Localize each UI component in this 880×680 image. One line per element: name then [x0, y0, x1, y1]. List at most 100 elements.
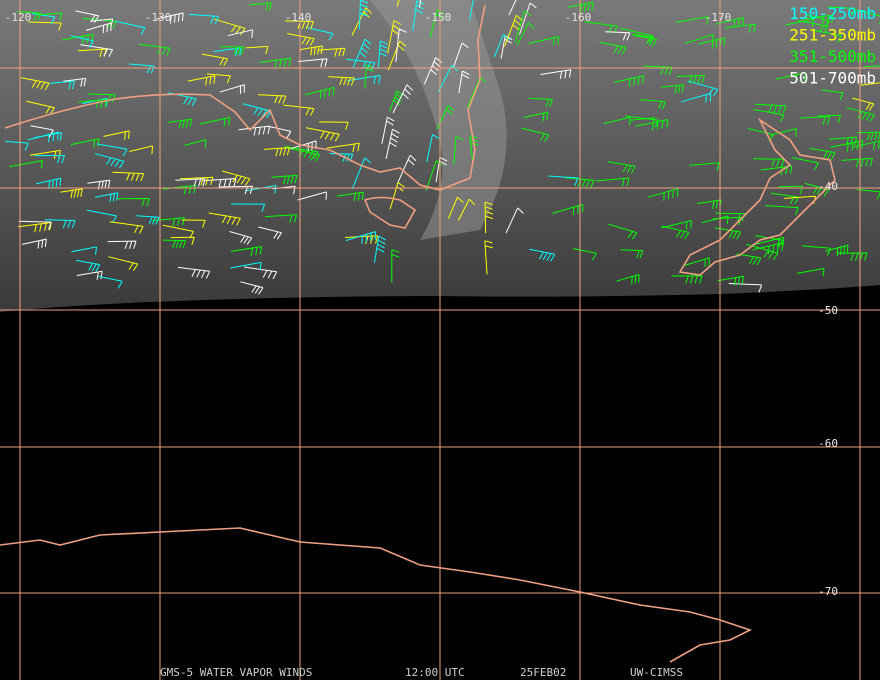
wind-barb — [5, 140, 29, 151]
wind-barb — [647, 188, 679, 201]
wind-barb — [201, 53, 229, 66]
footer-text: 25FEB02 — [520, 666, 566, 679]
wind-barb — [346, 58, 376, 71]
wind-barb — [552, 203, 584, 216]
wind-barb — [395, 28, 407, 62]
longitude-label: -120 — [5, 11, 32, 24]
wind-barb — [540, 69, 572, 80]
wind-barb — [426, 134, 440, 163]
wind-barb — [20, 77, 50, 91]
wind-barb — [504, 15, 523, 47]
wind-barb — [267, 125, 292, 139]
wind-barb — [188, 13, 219, 24]
wind-barb — [484, 201, 494, 234]
australia-coast — [4, 4, 486, 191]
wind-barb — [35, 177, 62, 189]
wind-barb — [500, 35, 513, 59]
wind-barb — [521, 127, 550, 142]
wind-barb — [769, 128, 797, 137]
wind-barb — [329, 153, 354, 162]
wind-barb — [351, 157, 372, 190]
wind-barb — [469, 0, 474, 20]
wind-barb — [746, 243, 779, 260]
wind-barb — [70, 35, 94, 49]
wind-barb — [347, 74, 381, 85]
wind-barb — [836, 252, 868, 261]
wind-barb — [44, 219, 76, 229]
wind-barb — [752, 242, 784, 255]
wind-barb — [828, 136, 858, 146]
wind-barb — [286, 147, 321, 162]
wind-barb — [529, 248, 556, 262]
wind-barb — [214, 18, 246, 36]
wind-barb — [37, 12, 63, 21]
wind-barb — [187, 75, 216, 86]
wind-barb — [297, 191, 327, 201]
wind-barb — [299, 45, 323, 56]
wind-barb — [231, 203, 266, 212]
wind-barb — [682, 257, 710, 268]
wind-barb — [219, 84, 245, 94]
wind-barb — [635, 119, 669, 131]
wind-barb — [139, 43, 171, 56]
wind-barb — [230, 246, 263, 256]
wind-barb — [180, 176, 214, 186]
wind-barb — [817, 114, 842, 124]
latitude-label: -40 — [818, 180, 838, 193]
wind-barb — [358, 0, 369, 30]
wind-barb — [162, 239, 187, 249]
wind-barb — [377, 40, 388, 68]
wind-barb — [457, 198, 476, 221]
wind-barb — [469, 135, 479, 161]
wind-barb — [136, 215, 160, 225]
longitude-label: -170 — [705, 11, 732, 24]
wind-barb — [177, 266, 211, 279]
wind-barb — [229, 231, 253, 245]
wind-barb — [385, 128, 400, 160]
wind-barb — [259, 57, 292, 69]
wind-barb — [208, 212, 241, 226]
wind-barb — [70, 138, 100, 148]
wind-barb — [242, 103, 272, 119]
wind-barb — [283, 104, 315, 116]
wind-barb — [717, 275, 744, 286]
wind-barb — [620, 249, 644, 259]
wind-barb — [778, 185, 804, 194]
latitude-label: -70 — [818, 585, 838, 598]
wind-barb — [219, 46, 245, 55]
wind-barb — [240, 281, 264, 295]
wind-barb — [661, 225, 690, 240]
wind-barb — [28, 21, 62, 31]
wind-barb — [87, 179, 111, 190]
wind-barb — [392, 84, 413, 114]
wind-barb — [258, 94, 287, 104]
legend-entry: 150-250mb — [789, 4, 876, 23]
wind-barb — [76, 259, 101, 272]
wind-barb — [846, 107, 875, 122]
wind-barb — [249, 2, 272, 11]
wind-barb — [791, 157, 819, 171]
wind-barb — [851, 140, 880, 151]
latitude-label: -50 — [818, 304, 838, 317]
legend-entry: 251-350mb — [789, 26, 876, 45]
wind-barb — [30, 125, 54, 138]
wind-barb — [603, 116, 631, 126]
wind-barb — [258, 226, 282, 240]
wind-barb — [493, 34, 510, 58]
wind-barb — [33, 132, 62, 141]
wind-barb — [715, 227, 742, 240]
wind-barb — [452, 42, 469, 68]
legend-entry: 501-700mb — [789, 69, 876, 88]
wind-barb — [95, 192, 119, 203]
wind-barb — [156, 12, 184, 24]
wind-barb — [841, 157, 873, 168]
wind-barb — [63, 77, 87, 87]
wind-barb — [238, 125, 271, 136]
wind-barb — [151, 217, 185, 227]
wind-barb — [453, 136, 464, 165]
wind-barbs — [5, 0, 880, 295]
wind-barb — [458, 70, 470, 94]
wind-barb — [760, 165, 793, 176]
wind-barb — [108, 256, 139, 271]
